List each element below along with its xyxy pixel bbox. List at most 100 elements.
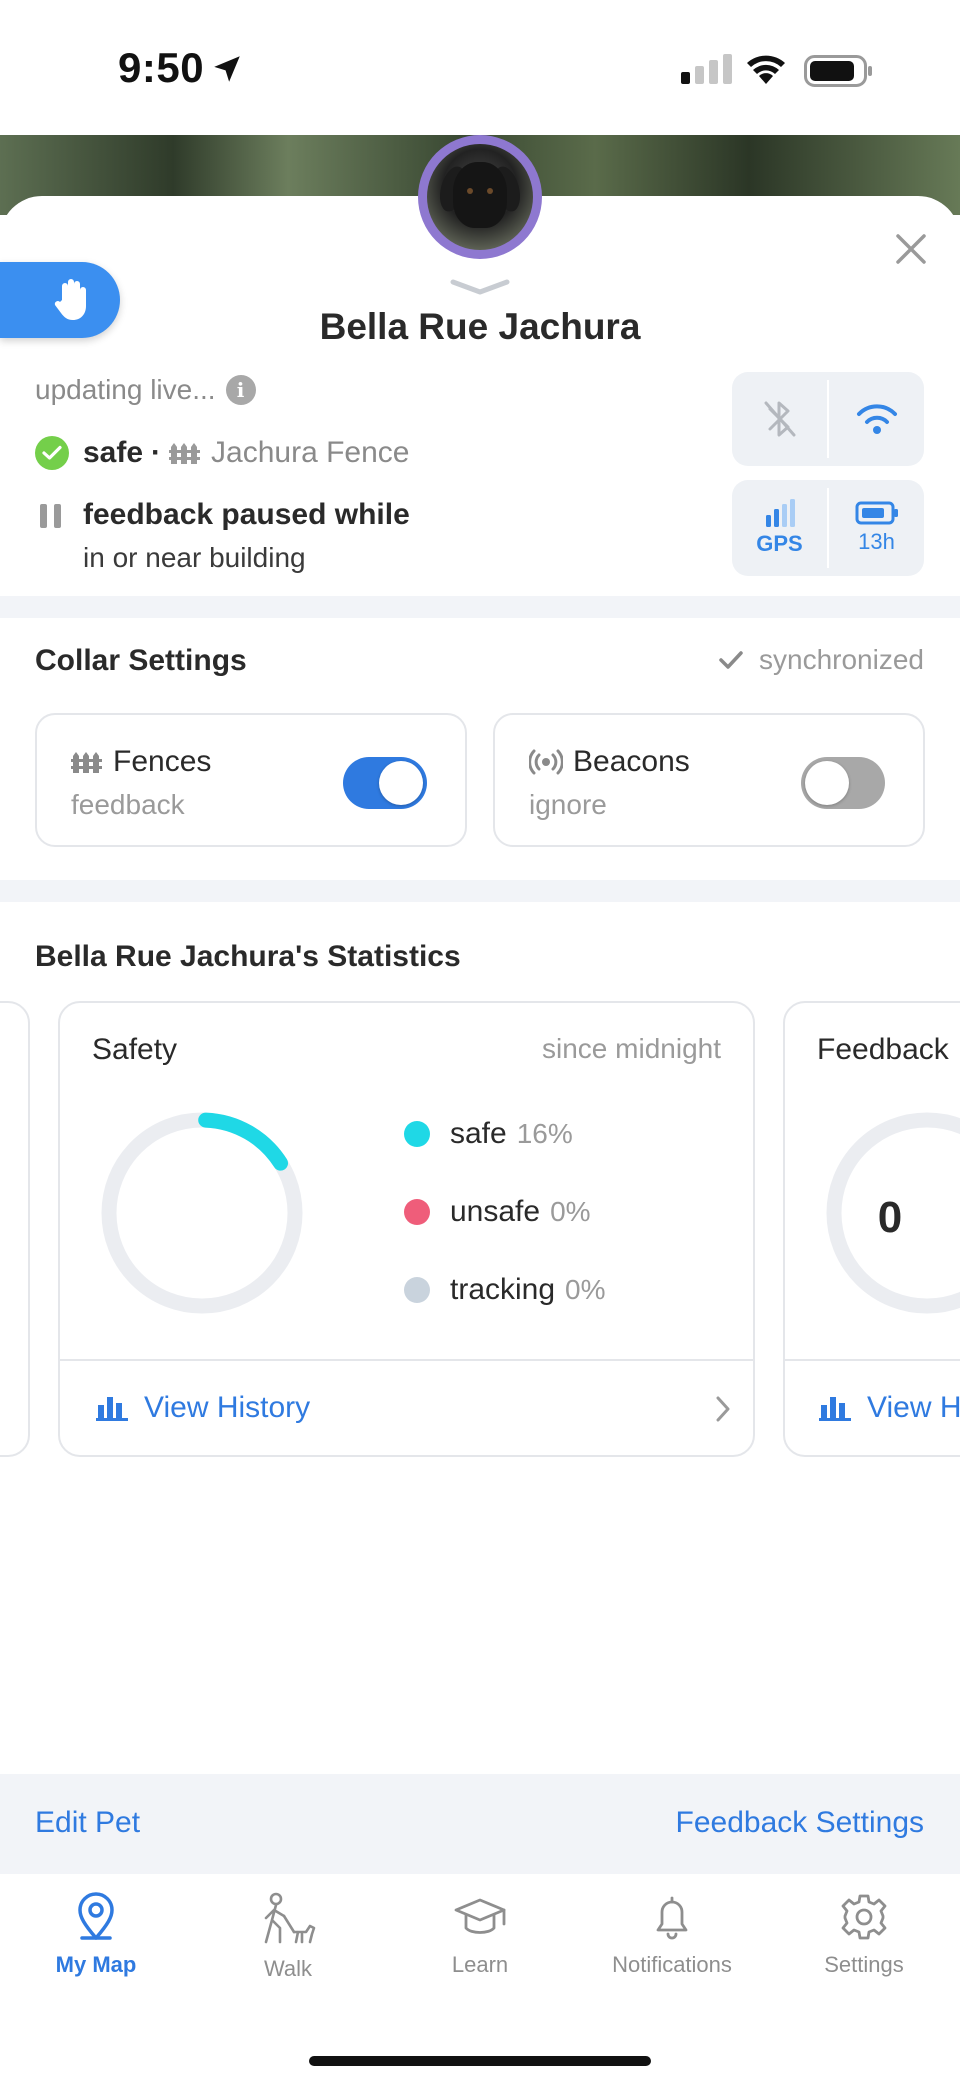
connection-status-box <box>732 372 924 466</box>
wifi-icon <box>856 404 897 434</box>
bluetooth-status <box>732 372 827 466</box>
tab-settings[interactable]: Settings <box>768 1892 960 1978</box>
fences-setting-card[interactable]: Fences feedback <box>35 713 467 847</box>
live-update-status: updating live... i <box>35 374 256 406</box>
info-icon[interactable]: i <box>225 375 256 405</box>
legend-label-unsafe: unsafe <box>450 1195 541 1228</box>
legend-dot-unsafe <box>404 1199 430 1225</box>
legend-label-tracking: tracking <box>450 1273 556 1306</box>
stop-feedback-button[interactable] <box>0 262 120 338</box>
updating-label: updating live... <box>35 374 216 405</box>
pause-icon <box>40 504 61 528</box>
safety-card-period: since midnight <box>542 1033 721 1064</box>
section-divider <box>0 596 960 618</box>
donut-safe-arc <box>198 1112 289 1171</box>
view-history-link[interactable]: View History <box>96 1391 310 1425</box>
pet-name-heading: Bella Rue Jachura <box>319 306 641 347</box>
safety-donut-chart <box>101 1112 303 1314</box>
fence-name-label: Jachura Fence <box>211 436 410 469</box>
tab-label-my-map: My Map <box>55 1952 137 1977</box>
checkmark-icon <box>719 651 743 669</box>
feedback-stat-card[interactable]: Feedback 0 View H <box>783 1001 960 1457</box>
previous-stat-card[interactable] <box>0 1001 30 1457</box>
feedback-settings-link[interactable]: Feedback Settings <box>675 1806 924 1839</box>
legend-dot-safe <box>404 1121 430 1147</box>
legend-item-safe: safe 16% <box>404 1117 573 1151</box>
battery-life-status: 13h <box>829 480 924 576</box>
feedback-count: 0 <box>877 1193 903 1242</box>
bell-icon <box>656 1896 688 1940</box>
beacons-title-row: Beacons <box>529 745 690 779</box>
battery-time-label: 13h <box>858 529 895 554</box>
beacon-broadcast-icon <box>529 749 563 775</box>
legend-item-unsafe: unsafe 0% <box>404 1195 591 1229</box>
sheet-handle-chevron-icon[interactable] <box>449 278 511 298</box>
paused-title: feedback paused while <box>83 498 410 531</box>
legend-item-tracking: tracking 0% <box>404 1273 606 1307</box>
bottom-actions-bar: Edit Pet Feedback Settings <box>0 1774 960 1874</box>
pet-avatar[interactable] <box>418 135 542 259</box>
legend-dot-tracking <box>404 1277 430 1303</box>
bluetooth-off-icon <box>764 401 795 437</box>
tab-label-learn: Learn <box>451 1952 509 1977</box>
feedback-card-title: Feedback <box>817 1033 949 1066</box>
graduation-cap-icon <box>454 1898 506 1934</box>
feedback-view-history-link[interactable]: View H <box>819 1391 960 1425</box>
tab-my-map[interactable]: My Map <box>0 1892 192 1978</box>
bar-chart-icon <box>96 1397 128 1421</box>
collar-settings-heading: Collar Settings <box>35 644 247 677</box>
safe-status-label: safe <box>83 436 144 469</box>
legend-value-unsafe: 0% <box>550 1196 591 1227</box>
tab-notifications[interactable]: Notifications <box>576 1892 768 1978</box>
sync-label: synchronized <box>759 644 924 675</box>
safety-stat-card[interactable]: Safety since midnight safe 16% unsafe 0%… <box>58 1001 755 1457</box>
fences-title: Fences <box>113 745 212 778</box>
paused-subtitle: in or near building <box>83 542 306 573</box>
beacons-setting-card[interactable]: Beacons ignore <box>493 713 925 847</box>
view-history-label: View History <box>144 1391 311 1424</box>
fences-title-row: Fences <box>71 745 211 779</box>
feedback-history-footer[interactable]: View H <box>785 1359 960 1455</box>
close-icon[interactable] <box>892 230 930 268</box>
gps-label: GPS <box>756 531 803 556</box>
edit-pet-link[interactable]: Edit Pet <box>35 1806 141 1839</box>
safe-check-icon <box>35 436 69 470</box>
fence-icon <box>169 443 201 464</box>
collar-battery-icon <box>855 501 898 525</box>
safety-card-title: Safety <box>92 1033 178 1066</box>
pet-photo <box>427 144 533 250</box>
cellular-signal-icon <box>681 54 732 84</box>
tab-label-walk: Walk <box>263 1956 313 1981</box>
statistics-heading: Bella Rue Jachura's Statistics <box>35 940 461 973</box>
status-time: 9:50 <box>118 44 205 91</box>
beacons-title: Beacons <box>573 745 690 778</box>
location-arrow-icon <box>214 56 240 82</box>
bar-chart-icon <box>819 1397 851 1421</box>
beacons-toggle[interactable] <box>801 757 885 809</box>
map-pin-icon <box>78 1892 114 1940</box>
legend-value-tracking: 0% <box>565 1274 606 1305</box>
home-indicator[interactable] <box>309 2056 651 2066</box>
device-status-box: GPS 13h <box>732 480 924 576</box>
tab-label-notifications: Notifications <box>612 1952 732 1977</box>
battery-status-icon <box>804 55 872 87</box>
chevron-right-icon[interactable] <box>715 1395 731 1423</box>
tab-label-settings: Settings <box>824 1952 904 1977</box>
fences-subtitle: feedback <box>71 789 185 820</box>
view-history-footer[interactable]: View History <box>60 1359 753 1455</box>
status-bar: 9:50 <box>0 0 960 135</box>
section-divider <box>0 880 960 902</box>
feedback-donut-chart <box>826 1112 960 1314</box>
sync-status: synchronized <box>719 644 924 676</box>
feedback-view-history-label: View H <box>867 1391 960 1424</box>
gps-status: GPS <box>732 480 827 576</box>
legend-value-safe: 16% <box>516 1118 573 1149</box>
wifi-status-icon <box>747 55 785 84</box>
tab-walk[interactable]: Walk <box>192 1892 384 1982</box>
tab-learn[interactable]: Learn <box>384 1892 576 1978</box>
hand-icon <box>54 279 86 320</box>
fences-toggle[interactable] <box>343 757 427 809</box>
wifi-connection-status <box>829 372 924 466</box>
gps-signal-icon <box>765 499 795 527</box>
gear-icon <box>841 1894 887 1940</box>
